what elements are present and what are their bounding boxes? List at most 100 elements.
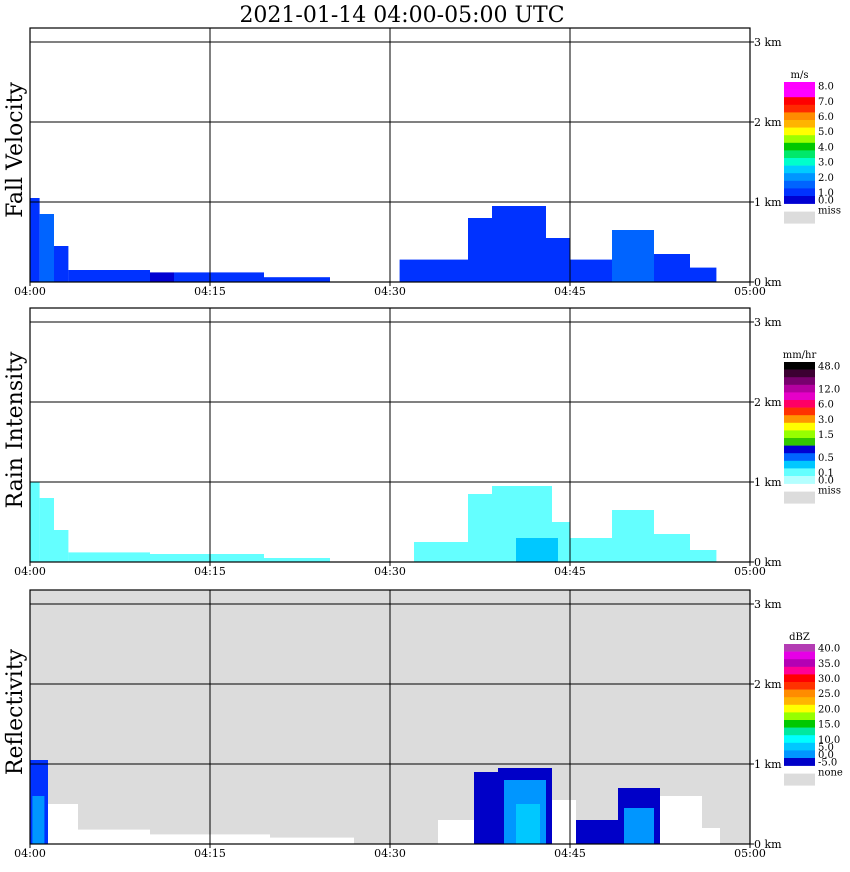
echo-cell <box>438 820 474 844</box>
echo-cell <box>39 498 54 562</box>
legend-swatch <box>784 735 815 744</box>
echo-cell <box>414 542 468 562</box>
y-tick-label: 3 km <box>754 598 782 611</box>
echo-cell <box>68 552 150 562</box>
echo-cell <box>54 246 69 282</box>
echo-cell <box>576 820 618 844</box>
legend-label: 3.0 <box>818 158 834 169</box>
echo-cell <box>690 267 717 282</box>
legend-swatch <box>784 165 815 174</box>
echo-cell <box>264 277 330 282</box>
echo-cell <box>612 510 654 562</box>
echo-cell <box>690 550 717 562</box>
legend-label: 6.0 <box>818 112 834 123</box>
legend-swatch <box>784 415 815 424</box>
legend-swatch <box>784 674 815 683</box>
legend-missing-label: none <box>818 768 843 779</box>
legend-swatch <box>784 173 815 182</box>
legend-swatch <box>784 712 815 721</box>
legend-swatch <box>784 689 815 698</box>
y-tick-label: 0 km <box>754 276 782 289</box>
legend-swatch <box>784 120 815 128</box>
echo-cell <box>654 534 690 562</box>
legend-swatch <box>784 142 815 151</box>
legend-swatch <box>784 362 815 370</box>
echo-cell <box>702 828 720 844</box>
echo-cell <box>660 796 702 844</box>
legend-swatch <box>784 704 815 713</box>
legend-swatch <box>784 720 815 728</box>
legend-swatch <box>784 644 815 652</box>
y-tick-label: 3 km <box>754 316 782 329</box>
legend-label: 0.1 <box>818 468 834 479</box>
legend-swatch <box>784 758 815 766</box>
legend-label: 0.0 <box>818 750 834 761</box>
echo-cell <box>570 538 612 562</box>
echo-cell <box>150 272 174 282</box>
panel-3: 0 km 1 km 2 km 3 km 04:00 04:15 04:30 04:45 05:0… <box>3 589 843 860</box>
legend-swatch <box>784 150 815 159</box>
x-tick-label: 04:15 <box>194 847 226 860</box>
y-axis-label: Rain Intensity <box>3 351 28 508</box>
legend-swatch <box>784 369 815 378</box>
legend-swatch <box>784 659 815 668</box>
echo-cell <box>30 482 40 562</box>
legend-label: 40.0 <box>818 644 840 655</box>
legend-swatch <box>784 422 815 431</box>
y-tick-label: 0 km <box>754 556 782 569</box>
x-tick-label: 04:30 <box>374 847 406 860</box>
legend-label: 8.0 <box>818 82 834 93</box>
legend-swatch <box>784 135 815 144</box>
legend-label: 20.0 <box>818 704 840 715</box>
x-tick-label: 04:00 <box>14 285 46 298</box>
panel-2: 0 km 1 km 2 km 3 km 04:00 04:15 04:30 04:45 05:0… <box>3 307 841 578</box>
x-tick-label: 04:30 <box>374 565 406 578</box>
legend-label: 0.5 <box>818 453 834 464</box>
legend-label: 2.0 <box>818 173 834 184</box>
legend-label: 15.0 <box>818 720 840 731</box>
x-tick-label: 05:00 <box>734 285 766 298</box>
echo-cell <box>612 230 654 282</box>
echo-cell <box>654 254 690 282</box>
legend-unit: dBZ <box>789 632 810 643</box>
legend-label: 35.0 <box>818 659 840 670</box>
legend-swatch <box>784 82 815 90</box>
echo-cell <box>552 800 576 844</box>
x-tick-label: 04:15 <box>194 285 226 298</box>
legend-swatch <box>784 468 815 477</box>
legend-missing-swatch <box>784 211 815 224</box>
legend-swatch <box>784 697 815 706</box>
echo-cell <box>570 259 612 282</box>
echo-cell <box>546 238 570 282</box>
legend-swatch <box>784 89 815 98</box>
x-tick-label: 04:00 <box>14 847 46 860</box>
legend-swatch <box>784 742 815 751</box>
y-axis-label: Fall Velocity <box>3 82 28 218</box>
echo-cell <box>270 837 354 844</box>
legend-label: 5.0 <box>818 127 834 138</box>
legend-swatch <box>784 377 815 386</box>
legend-swatch <box>784 392 815 401</box>
echo-cell <box>468 494 492 562</box>
panel-1: 0 km 1 km 2 km 3 km 04:00 04:15 04:30 04:45 05:0… <box>3 27 841 298</box>
echo-cell <box>78 829 150 844</box>
legend-swatch <box>784 104 815 113</box>
legend-label: 5.0 <box>818 742 834 753</box>
legend-swatch <box>784 438 815 446</box>
legend-swatch <box>784 196 815 204</box>
legend-label: 0.0 <box>818 476 834 487</box>
legend-label: 4.0 <box>818 142 834 153</box>
legend-swatch <box>784 97 815 106</box>
x-tick-label: 04:45 <box>554 565 586 578</box>
echo-cell <box>624 808 654 844</box>
echo-cell <box>150 554 264 562</box>
legend-label: 3.0 <box>818 415 834 426</box>
legend-swatch <box>784 445 815 454</box>
legend-swatch <box>784 460 815 469</box>
legend-unit: m/s <box>791 70 809 81</box>
legend-swatch <box>784 112 815 121</box>
legend-missing-swatch <box>784 773 815 786</box>
echo-cell <box>68 270 150 282</box>
